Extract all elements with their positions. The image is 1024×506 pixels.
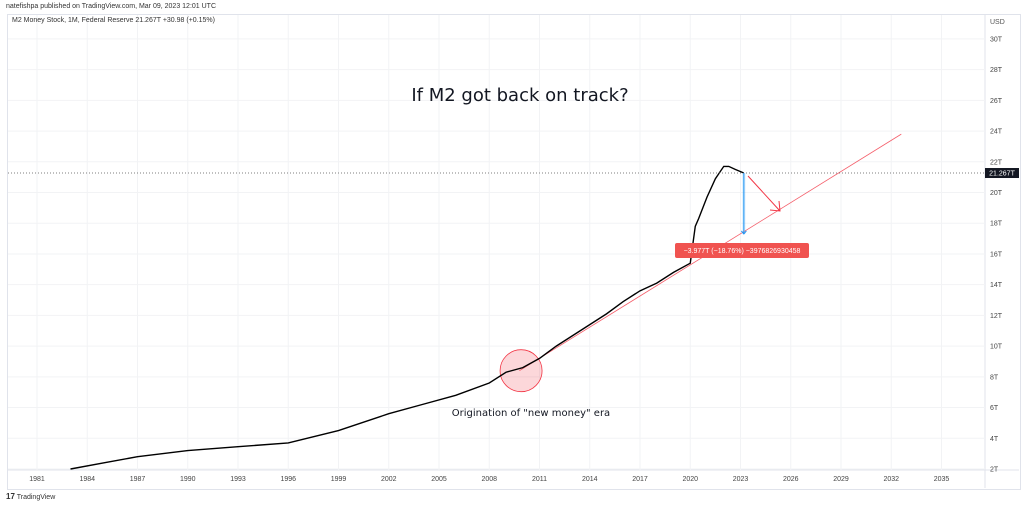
measure-arrow-icon [740, 230, 747, 235]
highlight-circle [499, 349, 543, 393]
chart-frame[interactable] [7, 14, 1021, 490]
x-tick-label: 2005 [431, 476, 447, 483]
tradingview-logo[interactable]: 17 TradingView [6, 492, 55, 501]
logo-text: TradingView [16, 494, 56, 501]
y-tick-label: 18T [990, 221, 1003, 228]
measure-label-box [675, 243, 809, 258]
publisher-line: natefishpa published on TradingView.com,… [6, 3, 216, 10]
y-tick-label: 22T [990, 159, 1003, 166]
x-tick-label: 1981 [29, 476, 45, 483]
x-tick-label: 2035 [934, 476, 950, 483]
x-tick-label: 2032 [883, 476, 899, 483]
annotation-title: If M2 got back on track? [411, 85, 628, 106]
last-price-badge [985, 168, 1019, 179]
m2-series-line [70, 165, 745, 470]
y-tick-label: 26T [990, 98, 1003, 105]
x-tick-label: 2011 [532, 476, 547, 483]
y-tick-label: 28T [990, 67, 1003, 74]
y-tick-label: 10T [990, 344, 1003, 351]
x-tick-label: 2023 [733, 476, 749, 483]
x-tick-label: 2029 [833, 476, 849, 483]
x-tick-label: 1993 [230, 476, 246, 483]
y-tick-label: 2T [990, 467, 999, 474]
x-tick-label: 2026 [783, 476, 799, 483]
y-tick-label: 14T [990, 282, 1003, 289]
series-legend: M2 Money Stock, 1M, Federal Reserve 21.2… [12, 17, 215, 24]
x-tick-label: 2008 [481, 476, 497, 483]
y-tick-label: 20T [990, 190, 1003, 197]
annotation-circle-note: Origination of "new money" era [452, 408, 610, 419]
x-tick-label: 1987 [130, 476, 146, 483]
x-tick-label: 2017 [632, 476, 648, 483]
x-tick-label: 1990 [180, 476, 196, 483]
x-tick-label: 1999 [331, 476, 347, 483]
y-tick-label: 24T [990, 129, 1003, 136]
arrow-head-icon [769, 200, 781, 212]
x-tick-label: 1984 [79, 476, 95, 483]
x-tick-label: 2014 [582, 476, 598, 483]
x-tick-label: 2020 [682, 476, 698, 483]
y-tick-label: 16T [990, 251, 1003, 258]
last-price-label: 21.267T [989, 171, 1015, 178]
y-tick-label: 4T [990, 436, 999, 443]
currency-label: USD [990, 19, 1005, 26]
logo-mark: 17 [6, 492, 15, 501]
x-tick-label: 1996 [280, 476, 296, 483]
y-tick-label: 30T [990, 36, 1003, 43]
arrow-line [747, 175, 781, 212]
y-tick-label: 6T [990, 405, 999, 412]
x-tick-label: 2002 [381, 476, 397, 483]
y-tick-label: 8T [990, 374, 999, 381]
y-tick-label: 12T [990, 313, 1003, 320]
measure-label: −3.977T (−18.76%) −3976826930458 [684, 248, 801, 255]
